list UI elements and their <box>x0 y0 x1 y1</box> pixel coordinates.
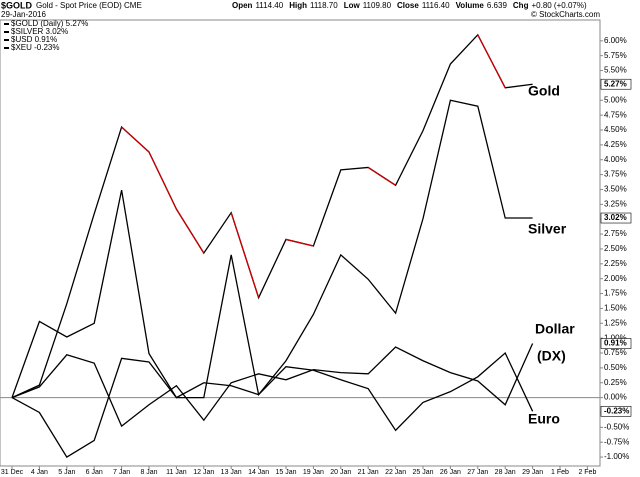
quote-value: 6.639 <box>487 1 508 10</box>
down-segment <box>148 151 177 210</box>
x-tick-label: 31 Dec <box>1 469 24 476</box>
quote-value: 1114.40 <box>255 1 283 10</box>
y-tick-label: 1.00% <box>604 333 627 342</box>
quote-value: 1116.40 <box>422 1 450 10</box>
y-tick-label: 2.00% <box>604 274 627 283</box>
annotation: Dollar <box>535 321 575 337</box>
y-tick-label: 0.25% <box>604 378 627 387</box>
x-tick-label: 8 Jan <box>140 469 157 476</box>
x-tick-label: 1 Feb <box>551 469 569 476</box>
series-line <box>11 343 534 428</box>
legend-label: $SILVER 3.02% <box>11 27 68 36</box>
y-tick-label: 5.50% <box>604 66 627 75</box>
source: © StockCharts.com <box>531 10 600 19</box>
y-tick-label: 0.00% <box>604 393 627 402</box>
x-tick-label: 27 Jan <box>467 469 488 476</box>
last-value-label: 5.27% <box>604 79 627 88</box>
quote-label: High <box>289 1 307 10</box>
y-tick-label: 4.25% <box>604 140 627 149</box>
x-tick-label: 15 Jan <box>275 469 296 476</box>
down-segment <box>367 166 396 186</box>
y-tick-label: -0.50% <box>604 422 629 431</box>
annotation: (DX) <box>537 348 566 364</box>
y-tick-label: 3.25% <box>604 199 627 208</box>
x-tick-label: 20 Jan <box>330 469 351 476</box>
y-tick-label: 3.50% <box>604 185 627 194</box>
x-tick-label: 2 Feb <box>578 469 596 476</box>
last-value-label: 0.91% <box>604 339 627 348</box>
last-value-label: -0.23% <box>604 406 629 415</box>
y-tick-label: 4.75% <box>604 110 627 119</box>
last-value-box <box>600 212 632 224</box>
y-tick-label: 5.00% <box>604 95 627 104</box>
y-tick-label: 0.50% <box>604 363 627 372</box>
x-tick-label: 13 Jan <box>221 469 242 476</box>
last-value-box <box>600 78 632 90</box>
x-tick-label: 12 Jan <box>193 469 214 476</box>
down-segment <box>285 238 314 247</box>
plot-frame <box>0 19 601 467</box>
quote-label: Volume <box>456 1 485 10</box>
y-tick-label: -0.75% <box>604 437 629 446</box>
y-tick-label: 1.75% <box>604 289 627 298</box>
legend-label: $XEU -0.23% <box>11 43 59 52</box>
y-tick-label: 4.00% <box>604 155 627 164</box>
quote-value: 1118.70 <box>310 1 338 10</box>
x-tick-label: 22 Jan <box>385 469 406 476</box>
x-tick-label: 7 Jan <box>113 469 130 476</box>
y-tick-label: 2.25% <box>604 259 627 268</box>
x-tick-label: 5 Jan <box>58 469 75 476</box>
x-tick-label: 29 Jan <box>522 469 543 476</box>
legend-label: $GOLD (Daily) 5.27% <box>11 19 88 28</box>
y-tick-label: 0.75% <box>604 348 627 357</box>
quote-label: Close <box>397 1 419 10</box>
x-tick-label: 26 Jan <box>440 469 461 476</box>
chart-subtitle: Gold - Spot Price (EOD) CME <box>36 1 142 10</box>
y-tick-label: 3.75% <box>604 170 627 179</box>
last-value-label: 3.02% <box>604 213 627 222</box>
quote-label: Chg <box>513 1 529 10</box>
x-tick-label: 4 Jan <box>31 469 48 476</box>
quote-value: 1109.80 <box>363 1 392 10</box>
quote-label: Open <box>232 1 253 10</box>
y-tick-label: 6.00% <box>604 36 627 45</box>
last-value-box <box>600 338 632 349</box>
y-tick-label: -1.00% <box>604 452 629 461</box>
x-tick-label: 14 Jan <box>248 469 269 476</box>
y-tick-label: 2.75% <box>604 229 627 238</box>
x-tick-label: 21 Jan <box>358 469 379 476</box>
y-tick-label: 4.50% <box>604 125 627 134</box>
series-line <box>11 33 533 399</box>
y-tick-label: 2.50% <box>604 244 627 253</box>
annotation: Gold <box>528 83 560 99</box>
down-segment <box>230 212 260 298</box>
series-line <box>11 351 534 458</box>
chart-date: 29-Jan-2016 <box>1 10 46 19</box>
quote-value: +0.80 (+0.07%) <box>531 1 586 10</box>
x-tick-label: 11 Jan <box>166 469 187 476</box>
annotation: Silver <box>528 221 567 237</box>
down-segment <box>477 34 506 89</box>
x-tick-label: 28 Jan <box>495 469 516 476</box>
legend-label: $USD 0.91% <box>11 35 57 44</box>
x-tick-label: 6 Jan <box>86 469 103 476</box>
y-tick-label: 1.25% <box>604 318 627 327</box>
chart-title: $GOLD <box>1 0 33 10</box>
down-segment <box>175 208 205 254</box>
x-tick-label: 25 Jan <box>412 469 433 476</box>
y-tick-label: 5.75% <box>604 51 627 60</box>
x-tick-label: 19 Jan <box>303 469 324 476</box>
series-line <box>11 99 533 399</box>
y-tick-label: 1.50% <box>604 304 627 313</box>
annotation: Euro <box>528 411 560 427</box>
quote-label: Low <box>344 1 361 10</box>
down-segment <box>121 126 150 153</box>
last-value-box <box>600 405 632 417</box>
